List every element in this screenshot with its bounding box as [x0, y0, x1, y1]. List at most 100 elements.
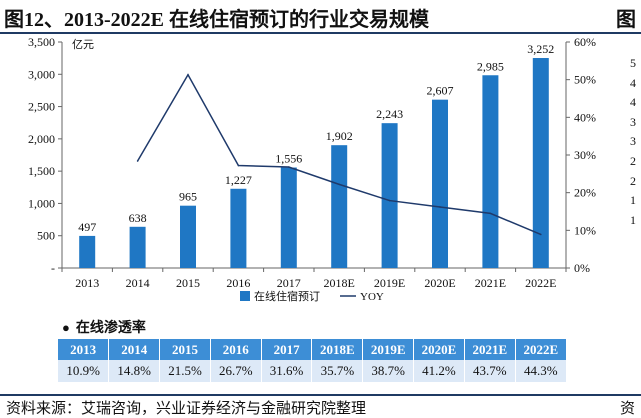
bar-value-label: 1,556	[275, 152, 302, 166]
penetration-year-header: 2014	[108, 339, 161, 360]
adjacent-tick-fragment: 2	[630, 153, 636, 168]
yoy-line-series	[136, 73, 542, 236]
right-tick-label: 0%	[574, 261, 590, 275]
bar	[432, 99, 448, 268]
legend-bar-label: 在线住宿预订	[254, 289, 320, 303]
adjacent-tick-fragment: 3	[630, 134, 636, 149]
penetration-year-header: 2013	[58, 339, 110, 360]
bar-value-label: 3,252	[527, 42, 554, 56]
penetration-heading-text: 在线渗透率	[75, 321, 146, 336]
bar	[129, 226, 146, 268]
yoy-point	[439, 206, 441, 208]
penetration-rate-cell: 44.3%	[515, 360, 566, 382]
source-bar: 资料来源：艾瑞咨询，兴业证券经济与金融研究院整理 资	[0, 394, 641, 417]
adjacent-tick-fragment: 3	[630, 114, 636, 129]
left-tick-label: -	[51, 261, 55, 275]
bar-value-label: 1,227	[225, 173, 252, 187]
x-tick-label: 2015	[176, 276, 200, 290]
yoy-point	[187, 73, 189, 76]
left-axis: - 500 1,000 1,500 2,000 2,500 3,000 3,500 亿元	[28, 35, 94, 275]
legend-bar-swatch	[240, 291, 250, 301]
x-tick-label: 2020E	[424, 276, 455, 290]
left-tick-label: 2,500	[28, 100, 55, 114]
yoy-point	[136, 160, 139, 162]
x-tick-label: 2022E	[525, 276, 556, 290]
penetration-rate-cell: 31.6%	[261, 360, 313, 382]
right-tick-label: 40%	[574, 110, 596, 124]
bar	[482, 75, 499, 268]
bar-line-chart: - 500 1,000 1,500 2,000 2,500 3,000 3,500 亿元 0% 1…	[28, 35, 596, 303]
x-axis: 2013 2014 2015 2016 2017 2018E 2019E 2020E 2021E…	[61, 267, 567, 290]
left-tick-label: 500	[37, 229, 55, 243]
right-tick-label: 50%	[574, 73, 596, 87]
bar	[532, 58, 549, 268]
x-tick-label: 2018E	[324, 276, 355, 290]
next-figure-title-fragment: 图	[616, 9, 636, 31]
penetration-rate-cell: 10.9%	[58, 360, 110, 382]
penetration-year-header: 2020E	[413, 339, 465, 360]
bar	[381, 123, 398, 268]
source-note: 资料来源：艾瑞咨询，兴业证券经济与金融研究院整理	[6, 401, 367, 417]
bar-value-label: 2,243	[376, 107, 403, 121]
adjacent-tick-fragment: 4	[630, 95, 636, 110]
adjacent-figure-axis-fragment: 5 4 4 3 3 2 2 1 1	[630, 54, 636, 230]
bar	[331, 145, 348, 268]
bar-value-label: 497	[78, 220, 96, 234]
yoy-point	[489, 212, 492, 215]
right-tick-label: 30%	[574, 148, 596, 162]
penetration-table: 2013 2014 2015 2016 2017 2018E 2019E 2020E 2021E…	[58, 339, 566, 382]
yoy-point	[288, 166, 290, 168]
bar-value-label: 2,985	[477, 59, 504, 73]
penetration-year-header: 2022E	[515, 339, 566, 360]
bar-value-label: 965	[179, 190, 197, 204]
penetration-rate-cell: 21.5%	[159, 360, 211, 382]
bar-labels: 497 638 965 1,227 1,556 1,902 2,243 2,607 2,985 3…	[78, 42, 554, 234]
right-tick-label: 20%	[574, 186, 596, 200]
penetration-rate-cell: 14.8%	[108, 360, 161, 382]
yoy-point	[388, 199, 391, 202]
penetration-rate-cell: 41.2%	[413, 360, 465, 382]
left-tick-label: 3,000	[28, 67, 55, 81]
bar-series	[79, 58, 549, 268]
x-tick-label: 2016	[226, 276, 250, 290]
penetration-rate-cell: 26.7%	[210, 360, 262, 382]
left-tick-label: 1,000	[28, 196, 55, 210]
yoy-point	[338, 183, 341, 186]
x-tick-label: 2019E	[374, 276, 405, 290]
legend: 在线住宿预订 YOY	[240, 289, 384, 303]
penetration-rate-cell: 35.7%	[311, 360, 364, 382]
penetration-year-header: 2016	[210, 339, 262, 360]
penetration-header-row: 2013 2014 2015 2016 2017 2018E 2019E 2020E 2021E…	[58, 339, 566, 360]
x-tick-label: 2014	[126, 276, 150, 290]
left-tick-label: 3,500	[28, 35, 55, 49]
bar	[280, 167, 297, 268]
bar	[180, 205, 196, 268]
bar-value-label: 1,902	[326, 129, 353, 143]
penetration-rate-cell: 38.7%	[362, 360, 415, 382]
yoy-point	[237, 164, 240, 167]
yoy-point	[540, 233, 542, 236]
penetration-rate-cell: 43.7%	[464, 360, 516, 382]
left-tick-label: 1,500	[28, 164, 55, 178]
bar	[230, 188, 247, 268]
right-axis: 0% 10% 20% 30% 40% 50% 60%	[565, 35, 596, 275]
x-tick-label: 2013	[75, 276, 99, 290]
adjacent-tick-fragment: 1	[630, 193, 636, 208]
bar	[79, 235, 96, 268]
penetration-year-header: 2021E	[464, 339, 516, 360]
right-tick-label: 60%	[574, 35, 596, 49]
bar-value-label: 2,607	[427, 84, 454, 98]
penetration-heading: ● 在线渗透率	[62, 317, 146, 337]
adjacent-tick-fragment: 5	[630, 56, 636, 70]
next-source-fragment: 资	[620, 401, 636, 417]
penetration-value-row: 10.9% 14.8% 21.5% 26.7% 31.6% 35.7% 38.7% 41.2%…	[58, 360, 566, 382]
penetration-year-header: 2019E	[362, 339, 415, 360]
penetration-year-header: 2015	[159, 339, 211, 360]
bar-value-label: 638	[129, 211, 147, 225]
adjacent-tick-fragment: 1	[630, 212, 636, 227]
title-bar: 图12、2013-2022E 在线住宿预订的行业交易规模 图	[0, 0, 641, 34]
adjacent-tick-fragment: 4	[630, 75, 636, 90]
right-tick-label: 10%	[574, 223, 596, 237]
y-unit-label: 亿元	[72, 38, 94, 51]
chart-title: 图12、2013-2022E 在线住宿预订的行业交易规模	[4, 9, 429, 31]
